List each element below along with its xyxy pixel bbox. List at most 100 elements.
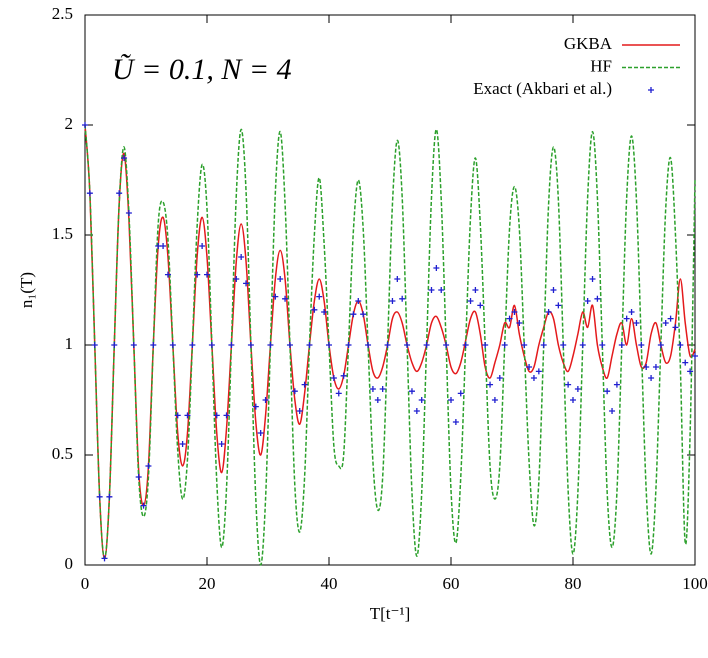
exact-point	[311, 306, 318, 313]
exact-point	[613, 381, 620, 388]
exact-point	[638, 342, 645, 348]
exact-point	[252, 403, 259, 410]
exact-point	[389, 298, 396, 304]
exact-point	[257, 430, 264, 436]
exact-point	[682, 359, 689, 366]
exact-point	[296, 408, 303, 414]
x-tick-label: 0	[81, 574, 90, 593]
x-tick-label: 20	[199, 574, 216, 593]
exact-point	[355, 298, 362, 304]
exact-point	[584, 298, 591, 304]
exact-point	[692, 353, 698, 359]
exact-point	[160, 243, 167, 249]
exact-point	[326, 342, 332, 348]
legend-label: GKBA	[564, 34, 613, 53]
exact-point	[574, 386, 581, 392]
exact-point	[535, 368, 542, 375]
exact-point	[267, 342, 274, 348]
exact-point	[526, 364, 533, 370]
exact-point	[106, 493, 113, 500]
exact-point	[145, 463, 152, 469]
exact-point	[282, 295, 289, 302]
exact-point	[628, 309, 635, 315]
exact-point	[286, 342, 293, 348]
exact-point	[540, 342, 547, 348]
y-tick-label: 1	[65, 334, 74, 353]
y-tick-label: 1.5	[52, 224, 73, 243]
exact-point	[408, 388, 415, 395]
exact-point	[672, 324, 679, 331]
exact-point	[491, 397, 498, 403]
legend-marker	[648, 87, 654, 93]
exact-point	[233, 276, 240, 282]
exact-point	[438, 287, 445, 293]
exact-point	[243, 280, 250, 287]
exact-point	[623, 315, 630, 322]
exact-point	[418, 397, 425, 403]
exact-point	[496, 375, 503, 381]
exact-point	[291, 388, 298, 395]
exact-point	[633, 320, 640, 326]
exact-point	[189, 342, 196, 348]
y-tick-label: 0	[65, 554, 74, 573]
exact-point	[174, 412, 181, 419]
exact-point	[579, 342, 586, 348]
exact-point	[184, 412, 191, 419]
exact-point	[350, 311, 357, 318]
exact-point	[462, 342, 469, 348]
exact-point	[365, 342, 372, 348]
exact-point	[91, 342, 98, 348]
exact-point	[677, 342, 684, 348]
exact-point	[662, 320, 669, 326]
legend-label: HF	[590, 56, 612, 75]
exact-point	[301, 381, 308, 388]
exact-point	[511, 309, 518, 315]
x-tick-label: 100	[682, 574, 708, 593]
exact-point	[516, 320, 523, 326]
exact-point	[448, 397, 454, 403]
y-tick-label: 2.5	[52, 4, 73, 23]
exact-point	[369, 386, 376, 392]
exact-point	[609, 408, 616, 414]
exact-point	[648, 375, 655, 381]
exact-point	[247, 342, 254, 348]
exact-point	[565, 381, 572, 388]
exact-point	[652, 364, 659, 370]
exact-point	[316, 293, 323, 300]
exact-point	[545, 309, 552, 315]
exact-point	[277, 276, 284, 282]
exact-point	[321, 309, 328, 315]
exact-point	[379, 386, 386, 392]
exact-point	[643, 364, 650, 370]
series-line	[84, 124, 696, 566]
exact-point	[467, 298, 474, 304]
exact-point	[121, 155, 128, 161]
exact-point	[82, 122, 88, 128]
exact-point	[213, 412, 220, 419]
exact-point	[238, 254, 245, 260]
exact-point	[452, 419, 459, 425]
exact-point	[335, 390, 342, 397]
exact-point	[521, 342, 528, 348]
exact-point	[116, 190, 123, 197]
exact-point	[360, 311, 367, 318]
exact-point	[340, 372, 347, 379]
exact-point	[218, 441, 225, 447]
exact-point	[140, 502, 147, 509]
exact-point	[618, 342, 625, 348]
exact-point	[501, 342, 508, 348]
y-tick-label: 2	[65, 114, 74, 133]
exact-point	[667, 315, 674, 322]
exact-point	[487, 381, 494, 388]
exact-point	[135, 474, 142, 480]
y-axis-label: n₁(T)	[17, 272, 36, 308]
exact-point	[423, 342, 430, 348]
exact-point	[330, 375, 337, 381]
exact-point	[111, 342, 118, 348]
exact-point	[228, 342, 235, 348]
x-tick-label: 40	[321, 574, 338, 593]
y-tick-label: 0.5	[52, 444, 73, 463]
exact-point	[657, 342, 664, 348]
x-axis-label: T[t⁻¹]	[370, 604, 411, 623]
exact-point	[164, 271, 171, 278]
